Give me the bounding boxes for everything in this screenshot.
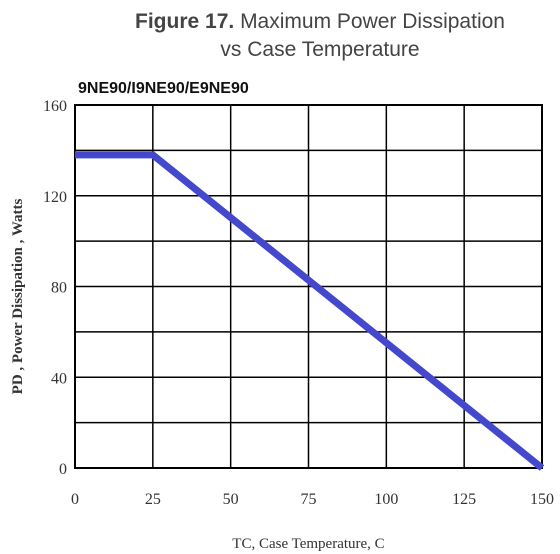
plot-frame [74, 104, 543, 469]
y-tick-label: 40 [51, 370, 67, 387]
power-derating-line [75, 151, 545, 471]
title-line-1: Maximum Power Dissipation [240, 10, 505, 33]
tick-labels: 0 25 50 75 100 125 150 0 40 80 120 160 [43, 98, 554, 508]
y-axis-label: PD , Power Dissipation , Watts [10, 198, 26, 394]
y-tick-label: 80 [51, 280, 67, 297]
x-tick-label: 0 [71, 491, 79, 508]
x-tick-label: 125 [452, 491, 476, 508]
part-number-label: 9NE90/I9NE90/E9NE90 [78, 80, 249, 97]
title-line-2: vs Case Temperature [220, 38, 420, 61]
y-tick-label: 120 [43, 189, 67, 206]
x-axis-label: TC, Case Temperature, C [232, 536, 384, 552]
x-tick-label: 50 [223, 491, 239, 508]
series-layer [75, 151, 545, 471]
x-tick-label: 100 [374, 491, 398, 508]
y-tick-label: 160 [43, 98, 67, 115]
x-tick-label: 150 [530, 491, 554, 508]
y-tick-label: 0 [59, 461, 67, 478]
x-tick-label: 25 [145, 491, 161, 508]
x-tick-label: 75 [301, 491, 317, 508]
figure-number: Figure 17. [135, 10, 235, 33]
chart-title: Figure 17. Maximum Power Dissipation vs … [100, 8, 540, 64]
